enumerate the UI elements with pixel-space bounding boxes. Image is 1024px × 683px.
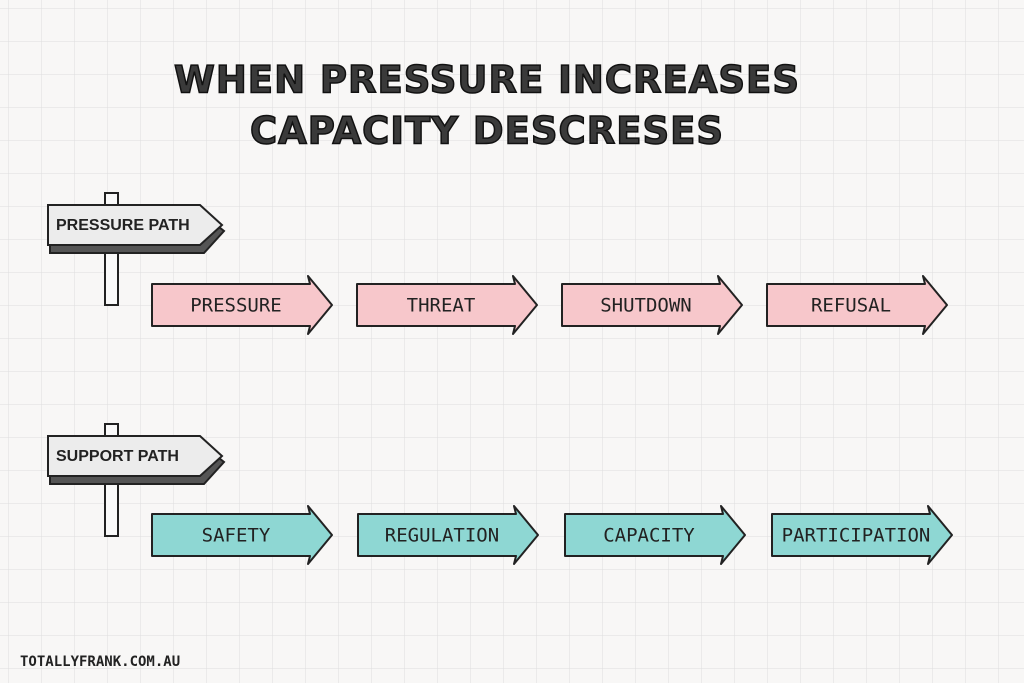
step-label: SHUTDOWN — [600, 295, 692, 317]
step-label: PARTICIPATION — [782, 525, 931, 547]
step-arrow — [766, 275, 948, 335]
step-label: SAFETY — [202, 525, 271, 547]
step-label: THREAT — [407, 295, 476, 317]
step-arrow — [564, 505, 746, 565]
step-arrow — [357, 505, 539, 565]
step-arrow — [771, 505, 953, 565]
sign-board — [47, 435, 224, 477]
step-label: REFUSAL — [811, 295, 891, 317]
step-arrow — [561, 275, 743, 335]
title-line: WHEN PRESSURE INCREASES — [174, 59, 800, 102]
step-label: CAPACITY — [603, 525, 695, 547]
step-label: PRESSURE — [190, 295, 282, 317]
step-arrow — [356, 275, 538, 335]
sign-label: SUPPORT PATH — [56, 448, 179, 465]
sign-board — [47, 204, 224, 246]
sign-label: PRESSURE PATH — [56, 217, 190, 234]
step-arrow — [151, 505, 333, 565]
footer: TOTALLYFRANK.COM.AU — [20, 654, 180, 670]
step-label: REGULATION — [385, 525, 499, 547]
step-arrow — [151, 275, 333, 335]
title-line: CAPACITY DESCRESES — [250, 110, 724, 153]
